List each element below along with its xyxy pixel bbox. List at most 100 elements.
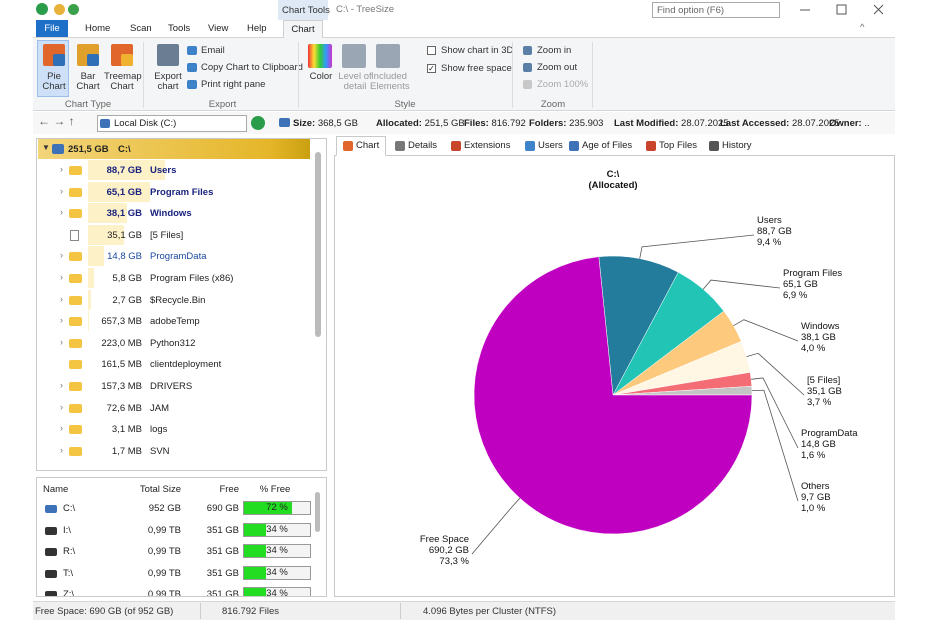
collapse-ribbon[interactable]: ^ (860, 22, 865, 33)
ribbon-item[interactable]: Zoom 100% (537, 79, 589, 90)
tab[interactable]: History (722, 140, 752, 151)
ribbon-button[interactable]: Bar Chart (76, 71, 100, 92)
drive-name[interactable]: C:\ (63, 503, 76, 514)
icon (569, 141, 579, 151)
tree-name[interactable]: DRIVERS (150, 381, 193, 392)
tree-size[interactable]: 72,6 MB (106, 402, 142, 414)
tree-size[interactable]: 657,3 MB (101, 316, 142, 328)
drive-total: 0,99 TB (147, 546, 181, 558)
ribbon-button[interactable]: Color (309, 71, 333, 82)
tree-name[interactable]: clientdeployment (150, 359, 222, 371)
menu-tab[interactable]: View (208, 23, 229, 34)
tree-name[interactable]: $Recycle.Bin (150, 294, 206, 306)
chevron[interactable]: › (60, 380, 63, 390)
chevron[interactable]: › (60, 293, 63, 304)
chevron[interactable]: › (60, 444, 63, 455)
tree-size[interactable]: 14,8 GB (107, 251, 142, 263)
chevron[interactable]: › (60, 336, 63, 347)
nav-buttons[interactable]: ← → ↑ (38, 114, 75, 128)
ribbon-item[interactable]: Zoom in (537, 45, 572, 56)
chevron[interactable]: › (60, 423, 63, 434)
chevron[interactable]: › (60, 272, 63, 282)
ribbon-item[interactable]: Print right pane (201, 79, 266, 90)
ribbon-button[interactable]: Pie Chart (42, 71, 66, 92)
tree-name[interactable]: [5 Files] (150, 229, 184, 241)
chevron[interactable]: › (60, 185, 63, 196)
tree-name[interactable]: adobeTemp (150, 316, 200, 328)
chevron[interactable]: › (60, 207, 63, 218)
ribbon-button[interactable]: Included Elements (370, 71, 410, 92)
checkbox-label[interactable]: Show chart in 3D (441, 45, 514, 56)
ribbon-item[interactable]: Copy Chart to Clipboard (201, 62, 303, 73)
tree-name[interactable]: logs (150, 424, 168, 436)
tree-size[interactable]: 3,1 MB (111, 424, 142, 436)
stat-label: Last Accessed: (720, 118, 790, 129)
column-header[interactable]: Total Size (139, 484, 181, 495)
checkbox-label[interactable]: Show free space (441, 63, 512, 74)
tab[interactable]: Top Files (659, 140, 698, 151)
menu-tab[interactable]: Scan (130, 23, 152, 34)
chevron[interactable]: › (60, 164, 63, 174)
menu-tab[interactable]: Chart (283, 20, 323, 38)
tree-name[interactable]: Program Files (x86) (150, 273, 234, 284)
tree-size[interactable]: 2,7 GB (112, 294, 142, 306)
menu-tab[interactable]: Home (85, 23, 111, 34)
maximize[interactable] (836, 4, 847, 15)
tree-size[interactable]: 65,1 GB (106, 186, 142, 198)
tree-name[interactable]: SVN (150, 445, 170, 457)
chevron[interactable]: › (60, 315, 63, 326)
stat-value: 28.07.2025 (792, 118, 840, 129)
scrollbar[interactable] (315, 492, 320, 532)
icon (69, 209, 82, 219)
checkbox[interactable]: ✓ (427, 64, 436, 73)
chevron[interactable]: › (60, 401, 63, 412)
quick-icon[interactable] (68, 4, 79, 15)
tree-size[interactable]: 1,7 MB (111, 445, 142, 457)
tree-size[interactable]: 35,1 GB (107, 229, 142, 241)
go-button[interactable] (251, 116, 265, 130)
slice-label: Others (801, 481, 830, 492)
tree-size[interactable]: 88,7 GB (106, 165, 142, 176)
drive-name[interactable]: R:\ (63, 546, 76, 558)
path-box[interactable]: Local Disk (C:) (97, 115, 247, 132)
tree-size[interactable]: 38,1 GB (106, 208, 142, 220)
drive-name[interactable]: T:\ (63, 567, 74, 579)
chart-title: C:\ (607, 169, 620, 180)
tree-name[interactable]: Windows (150, 208, 192, 220)
column-header[interactable]: Name (43, 484, 69, 495)
tab[interactable]: Details (408, 140, 438, 151)
tree-name[interactable]: Python312 (150, 337, 196, 349)
drive-name[interactable]: I:\ (63, 524, 71, 536)
tree-name[interactable]: JAM (150, 402, 169, 414)
search-box[interactable]: Find option (F6) (652, 2, 780, 18)
tree-name[interactable]: Program Files (150, 186, 214, 198)
tab[interactable]: Users (538, 140, 563, 151)
tree-name[interactable]: Users (150, 165, 177, 176)
ribbon-button[interactable]: Level of detail (338, 71, 372, 92)
ribbon-item[interactable]: Zoom out (537, 62, 578, 73)
ribbon-button[interactable]: Export chart (154, 71, 182, 92)
menu-tab[interactable]: Help (247, 23, 267, 34)
tree-size[interactable]: 161,5 MB (101, 359, 142, 371)
column-header[interactable]: % Free (259, 484, 291, 495)
tab[interactable]: Extensions (464, 140, 511, 151)
chevron[interactable]: › (60, 250, 63, 261)
tree-size[interactable]: 157,3 MB (101, 381, 142, 392)
tab[interactable]: Age of Files (582, 140, 633, 151)
column-header[interactable]: Free (219, 484, 239, 495)
scrollbar[interactable] (315, 152, 321, 337)
percent-track: 72 % (243, 501, 311, 515)
menu-tab[interactable]: Tools (168, 23, 191, 34)
ribbon-item[interactable]: Email (201, 45, 225, 56)
tab[interactable]: Chart (356, 140, 380, 151)
percent-bar (244, 545, 267, 558)
close[interactable] (873, 4, 884, 15)
tree-size[interactable]: 223,0 MB (101, 337, 142, 349)
quick-icon[interactable] (54, 4, 65, 15)
tree-size[interactable]: 5,8 GB (112, 273, 142, 284)
menu-tab[interactable]: File (36, 20, 68, 37)
drive-name[interactable]: Z:\ (63, 589, 75, 597)
ribbon-button[interactable]: Treemap Chart (104, 71, 142, 92)
checkbox[interactable] (427, 46, 436, 55)
tree-name[interactable]: ProgramData (150, 251, 207, 263)
